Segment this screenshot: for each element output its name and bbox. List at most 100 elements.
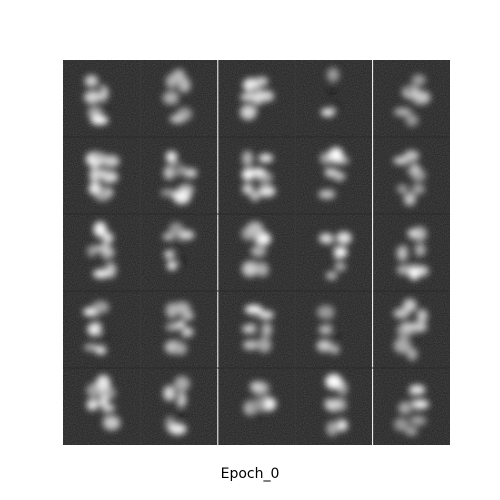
blob [242, 183, 254, 195]
digit-blobs [393, 384, 429, 436]
blob [162, 232, 175, 241]
digit-blobs [396, 226, 429, 281]
blob [172, 301, 191, 316]
sample-image [372, 291, 450, 368]
blob [164, 250, 175, 260]
sample-image [295, 368, 373, 445]
hole [410, 257, 417, 264]
hole [96, 395, 103, 402]
blob [255, 76, 269, 87]
digit-blobs [87, 221, 117, 279]
hole [178, 257, 185, 264]
hole [251, 318, 258, 325]
hole [328, 395, 335, 402]
blob [326, 421, 339, 437]
hole [96, 164, 103, 171]
sample-image [295, 214, 373, 291]
blob [95, 345, 107, 355]
hole [178, 411, 185, 418]
blob [93, 269, 110, 279]
sample-image [140, 368, 218, 445]
sample-image [217, 291, 296, 368]
hole [251, 395, 258, 402]
digit-blobs [83, 300, 110, 355]
blob [325, 271, 338, 280]
blob [316, 339, 333, 352]
hole [174, 395, 181, 402]
blob [174, 376, 190, 392]
digit-blobs [319, 231, 352, 280]
blob [325, 373, 343, 390]
hole [332, 334, 339, 341]
sample-image [217, 60, 296, 137]
sample-image [295, 291, 373, 368]
hole [174, 164, 181, 171]
sample-image [372, 60, 450, 137]
hole [178, 103, 185, 110]
hole [328, 87, 335, 94]
blob [258, 310, 274, 320]
hole [406, 241, 413, 248]
blob [328, 147, 344, 163]
blob [407, 228, 418, 238]
hole [174, 87, 181, 94]
hole [100, 257, 107, 264]
blob [241, 150, 254, 167]
blob [242, 324, 257, 334]
blob [261, 322, 273, 337]
hole [406, 395, 413, 402]
sample-noise [372, 214, 450, 291]
blob [165, 151, 178, 163]
digit-blobs [85, 151, 120, 202]
blob [336, 231, 352, 245]
hole [251, 241, 258, 248]
blob [244, 304, 263, 315]
hole [406, 87, 413, 94]
blob [410, 322, 428, 333]
blob [396, 245, 408, 261]
blob [174, 342, 188, 355]
hole [255, 180, 262, 187]
blob [173, 189, 191, 205]
blob [406, 347, 418, 361]
hole [100, 180, 107, 187]
hole [406, 318, 413, 325]
blob [411, 74, 426, 86]
hole [178, 334, 185, 341]
digit-blobs [240, 76, 275, 120]
blob [405, 426, 418, 436]
hole [100, 334, 107, 341]
hole [96, 318, 103, 325]
blob [414, 243, 426, 257]
sample-image [372, 137, 450, 214]
blob [171, 69, 186, 84]
blob [241, 261, 259, 277]
digit-blobs [320, 67, 340, 117]
sample-image [140, 137, 218, 214]
hole [178, 180, 185, 187]
digit-blobs [164, 301, 194, 355]
blob [403, 150, 420, 162]
sample-image [63, 214, 141, 291]
digit-blobs [241, 150, 276, 202]
sample-image [295, 137, 373, 214]
blob [91, 300, 110, 314]
blob [241, 168, 255, 181]
hole [332, 180, 339, 187]
blob [93, 221, 107, 237]
blob [396, 184, 408, 194]
blob [403, 192, 416, 206]
blob [83, 343, 100, 352]
digit-blobs [84, 74, 109, 125]
blob [318, 189, 336, 199]
hole [255, 257, 262, 264]
hole [332, 411, 339, 418]
blob [160, 188, 178, 197]
digit-blobs [241, 221, 271, 277]
digit-blobs [318, 147, 350, 199]
blob [168, 222, 184, 236]
blob [320, 108, 335, 117]
blob [102, 403, 115, 413]
blob [176, 391, 187, 408]
